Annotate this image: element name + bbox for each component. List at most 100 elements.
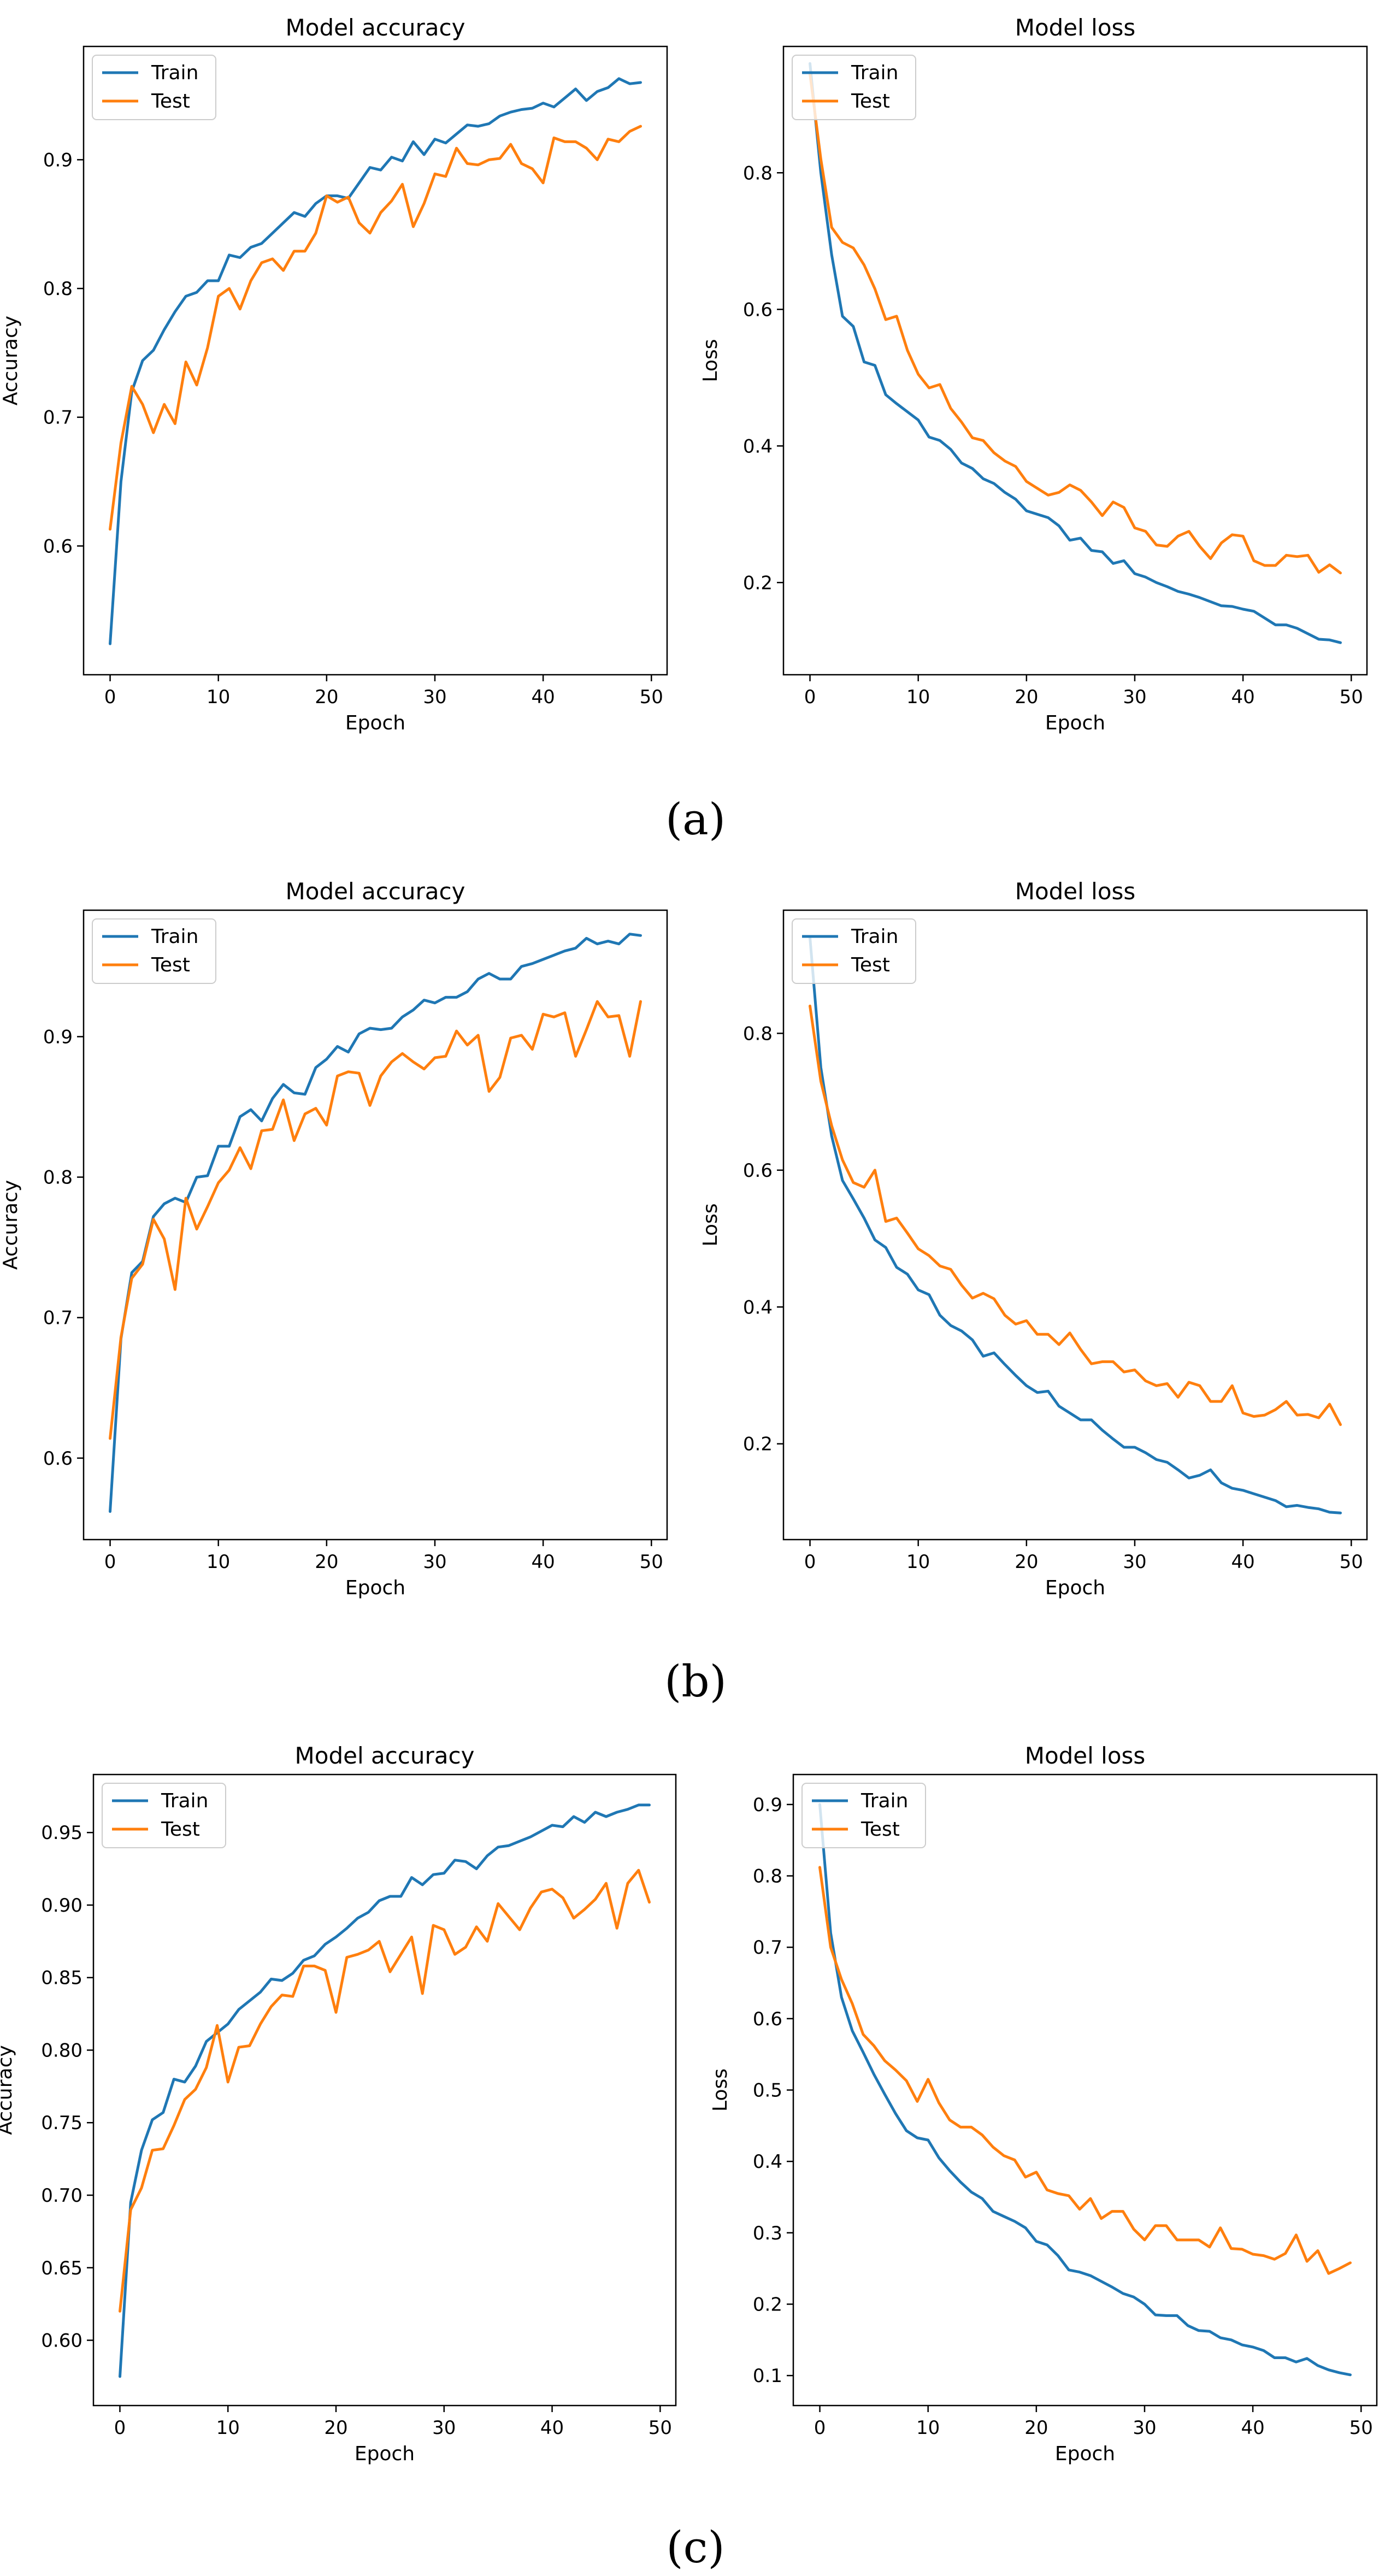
legend-label-train: Train xyxy=(151,62,198,84)
series-line-train xyxy=(818,1803,1352,2377)
legend: Train Test xyxy=(102,1783,226,1848)
y-tick-label: 0.7 xyxy=(43,1307,73,1329)
legend-label-train: Train xyxy=(851,62,898,84)
legend-label-train: Train xyxy=(151,926,198,948)
x-tick-label: 10 xyxy=(207,686,230,708)
chart-b-loss: Model loss 0 10 20 30 40 50 0.2 0.4 0.6 0.8 Epoch Lo… xyxy=(699,878,1368,1599)
series-line-train xyxy=(809,936,1342,1514)
x-tick-label: 10 xyxy=(207,1551,230,1573)
chart-title: Model loss xyxy=(1025,1742,1146,1769)
x-tick-label: 30 xyxy=(423,1551,446,1573)
series-line-test xyxy=(809,72,1342,575)
x-tick-label: 20 xyxy=(324,2417,347,2439)
x-axis-label: Epoch xyxy=(345,1577,405,1599)
plot-frame xyxy=(792,1773,1378,2407)
y-tick-label: 0.4 xyxy=(743,435,773,457)
series-line-train xyxy=(109,77,642,645)
y-tick-label: 0.65 xyxy=(41,2257,82,2279)
x-tick-label: 40 xyxy=(531,1551,555,1573)
y-tick-label: 0.70 xyxy=(41,2185,82,2207)
x-tick-label: 0 xyxy=(814,2417,826,2439)
y-tick-label: 0.8 xyxy=(743,1023,773,1045)
plot-frame xyxy=(82,45,668,676)
y-tick-label: 0.9 xyxy=(43,149,73,171)
plot-frame xyxy=(92,1773,677,2407)
x-tick-label: 50 xyxy=(649,2417,672,2439)
legend-label-test: Test xyxy=(851,90,890,113)
legend: Train Test xyxy=(792,918,916,984)
legend-label-train: Train xyxy=(851,926,898,948)
caption-b: (b) xyxy=(664,1656,727,1707)
plot-frame xyxy=(782,909,1368,1541)
y-tick-label: 0.6 xyxy=(743,1160,773,1182)
legend-label-test: Test xyxy=(851,954,890,976)
plot-frame xyxy=(82,909,668,1541)
chart-title: Model accuracy xyxy=(295,1742,475,1769)
plot-frame xyxy=(782,45,1368,676)
x-tick-label: 50 xyxy=(640,1551,663,1573)
y-tick-label: 0.6 xyxy=(753,2008,782,2030)
y-tick-label: 0.2 xyxy=(743,1434,773,1455)
chart-c-loss: Model loss 0 10 20 30 40 50 0.1 0.2 0.3 0.4 0.5 0.6 0… xyxy=(709,1742,1378,2465)
y-tick-label: 0.6 xyxy=(43,1448,73,1470)
series-line-test xyxy=(809,1004,1342,1426)
y-tick-label: 0.8 xyxy=(743,162,773,184)
chart-c-accuracy: Model accuracy 0 10 20 30 40 50 0.60 0.65 0.70 0.7… xyxy=(0,1742,677,2465)
legend: Train Test xyxy=(792,55,916,120)
series-line-test xyxy=(119,1868,651,2313)
y-tick-label: 0.4 xyxy=(753,2151,782,2173)
x-tick-label: 40 xyxy=(531,686,555,708)
x-tick-label: 30 xyxy=(432,2417,456,2439)
y-tick-label: 0.8 xyxy=(753,1866,782,1888)
y-tick-label: 0.6 xyxy=(743,299,773,321)
chart-b-accuracy: Model accuracy 0 10 20 30 40 50 0.6 0.7 0.8 0.9 Epo… xyxy=(0,878,668,1599)
y-axis-label: Accuracy xyxy=(0,316,22,405)
x-axis-label: Epoch xyxy=(355,2443,415,2465)
series-line-train xyxy=(109,933,642,1513)
legend: Train Test xyxy=(801,1783,926,1848)
x-tick-label: 0 xyxy=(804,686,816,708)
y-axis-label: Loss xyxy=(699,339,722,382)
y-axis-label: Loss xyxy=(699,1204,722,1247)
y-tick-label: 0.85 xyxy=(41,1967,82,1989)
y-tick-label: 0.80 xyxy=(41,2039,82,2061)
chart-a-accuracy: Model accuracy 0 10 20 30 40 50 0.6 0.7 0.8 0.9 Epo… xyxy=(0,14,668,734)
x-tick-label: 20 xyxy=(1015,1551,1038,1573)
chart-a-loss: Model loss 0 10 20 30 40 50 0.2 0.4 0.6 0.8 Epoch Lo… xyxy=(699,14,1368,734)
x-tick-label: 20 xyxy=(315,1551,338,1573)
y-tick-label: 0.8 xyxy=(43,1167,73,1189)
y-tick-label: 0.5 xyxy=(753,2080,782,2102)
x-tick-label: 0 xyxy=(104,1551,116,1573)
x-tick-label: 10 xyxy=(906,686,930,708)
x-tick-label: 20 xyxy=(1015,686,1038,708)
x-tick-label: 20 xyxy=(315,686,338,708)
x-tick-label: 20 xyxy=(1024,2417,1048,2439)
series-line-test xyxy=(109,125,642,531)
x-tick-label: 50 xyxy=(1340,686,1363,708)
y-tick-label: 0.8 xyxy=(43,278,73,300)
series-line-test xyxy=(109,1000,642,1440)
series-line-test xyxy=(818,1866,1352,2275)
x-tick-label: 40 xyxy=(1231,1551,1254,1573)
x-tick-label: 30 xyxy=(1123,1551,1146,1573)
chart-title: Model accuracy xyxy=(286,14,465,41)
y-tick-label: 0.7 xyxy=(43,407,73,429)
y-axis-label: Accuracy xyxy=(0,2045,16,2135)
y-tick-label: 0.3 xyxy=(753,2223,782,2244)
y-axis-label: Loss xyxy=(709,2068,732,2112)
x-tick-label: 10 xyxy=(906,1551,930,1573)
chart-title: Model loss xyxy=(1015,878,1136,905)
y-tick-label: 0.7 xyxy=(753,1937,782,1959)
legend-label-train: Train xyxy=(161,1790,208,1812)
legend-label-test: Test xyxy=(161,1818,200,1841)
y-axis-label: Accuracy xyxy=(0,1180,22,1270)
chart-title: Model accuracy xyxy=(286,878,465,905)
x-tick-label: 0 xyxy=(114,2417,126,2439)
x-axis-label: Epoch xyxy=(1045,712,1105,734)
x-tick-label: 10 xyxy=(216,2417,240,2439)
y-tick-label: 0.9 xyxy=(43,1026,73,1048)
x-axis-label: Epoch xyxy=(345,712,405,734)
caption-c: (c) xyxy=(666,2522,724,2573)
x-tick-label: 30 xyxy=(1133,2417,1156,2439)
